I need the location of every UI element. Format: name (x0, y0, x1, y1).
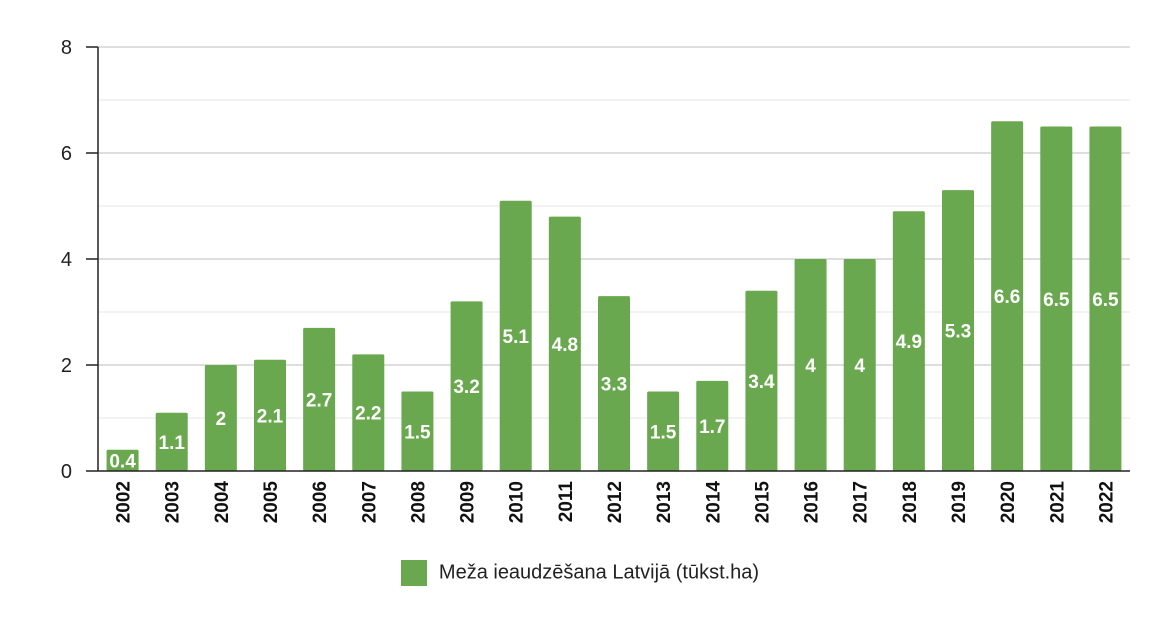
x-tick-label: 2014 (703, 481, 724, 524)
bar (794, 259, 827, 471)
data-label: 4.9 (896, 332, 922, 353)
axes: 0 2 4 6 8 2002 2003 2004 2005 2006 2007 2008 2009 201… (61, 37, 1130, 523)
data-label: 5.1 (503, 327, 530, 348)
y-tick-label: 0 (61, 461, 72, 483)
bar (647, 391, 680, 471)
bar (303, 327, 336, 471)
data-labels: 0.4 1.1 2 2.1 2.7 2.2 1.5 3.2 5.1 4.8 3.3 1.5 1.7 3.4… (107, 285, 1122, 475)
bar (892, 211, 925, 472)
bar (254, 359, 286, 471)
data-label: 6.6 (994, 287, 1020, 308)
x-tick-label: 2004 (212, 481, 233, 524)
x-tick-label: 2005 (261, 481, 282, 524)
bar (548, 216, 581, 471)
legend: Meža ieaudzēšana Latvijā (tūkst.ha) (0, 560, 1160, 586)
data-label: 6.5 (1092, 290, 1119, 311)
bar (843, 259, 876, 471)
x-tick-label: 2022 (1096, 481, 1117, 523)
x-tick-label: 2003 (163, 481, 184, 523)
bar (106, 449, 139, 471)
data-label: 1.5 (650, 422, 677, 443)
data-label: 1.7 (699, 417, 725, 438)
x-tick-label: 2009 (458, 481, 479, 523)
data-label: 4 (854, 356, 865, 377)
bar (745, 290, 778, 471)
bar (352, 354, 385, 471)
x-tick-label: 2015 (752, 481, 773, 524)
bar (155, 412, 188, 471)
data-label: 2.2 (355, 404, 381, 425)
legend-swatch (400, 560, 427, 586)
y-tick-label: 4 (61, 249, 72, 271)
data-label: 4.8 (552, 335, 578, 356)
legend-label: Meža ieaudzēšana Latvijā (tūkst.ha) (438, 561, 760, 584)
data-label: 0.4 (109, 451, 136, 472)
bars (106, 121, 1122, 472)
bar (1089, 126, 1122, 471)
x-tick-label: 2012 (605, 481, 626, 523)
data-label: 4 (805, 356, 816, 377)
x-tick-label: 2013 (654, 481, 675, 523)
x-tick-label: 2020 (998, 481, 1019, 523)
y-tick-label: 8 (61, 37, 72, 59)
bar (499, 200, 532, 471)
y-tick-label: 6 (61, 143, 72, 165)
y-tick-label: 2 (61, 355, 72, 377)
bar (450, 301, 483, 471)
data-label: 1.5 (404, 422, 431, 443)
data-label: 3.2 (453, 377, 479, 398)
x-tick-label: 2017 (851, 481, 872, 523)
data-label: 1.1 (159, 433, 186, 454)
x-tick-label: 2016 (802, 481, 823, 523)
bar (942, 190, 974, 471)
data-label: 3.4 (748, 372, 775, 393)
x-tick-label: 2007 (359, 481, 380, 523)
data-label: 2.1 (257, 406, 284, 427)
data-label: 2 (216, 409, 227, 430)
x-tick-label: 2006 (310, 481, 331, 523)
bar (204, 365, 237, 471)
x-tick-label: 2019 (949, 481, 970, 523)
x-tick-label: 2018 (900, 481, 921, 523)
data-label: 6.5 (1043, 290, 1070, 311)
bar (401, 391, 434, 471)
data-label: 2.7 (306, 390, 332, 411)
x-tick-label: 2021 (1047, 481, 1068, 524)
bar (1040, 126, 1073, 471)
data-label: 5.3 (945, 322, 971, 343)
x-tick-label: 2010 (507, 481, 528, 523)
bar (598, 296, 630, 471)
x-tick-label: 2011 (556, 481, 577, 523)
bar (696, 380, 729, 471)
x-tick-label: 2002 (114, 481, 135, 523)
data-label: 3.3 (601, 375, 627, 396)
x-tick-label: 2008 (408, 481, 429, 523)
bar (991, 121, 1024, 471)
